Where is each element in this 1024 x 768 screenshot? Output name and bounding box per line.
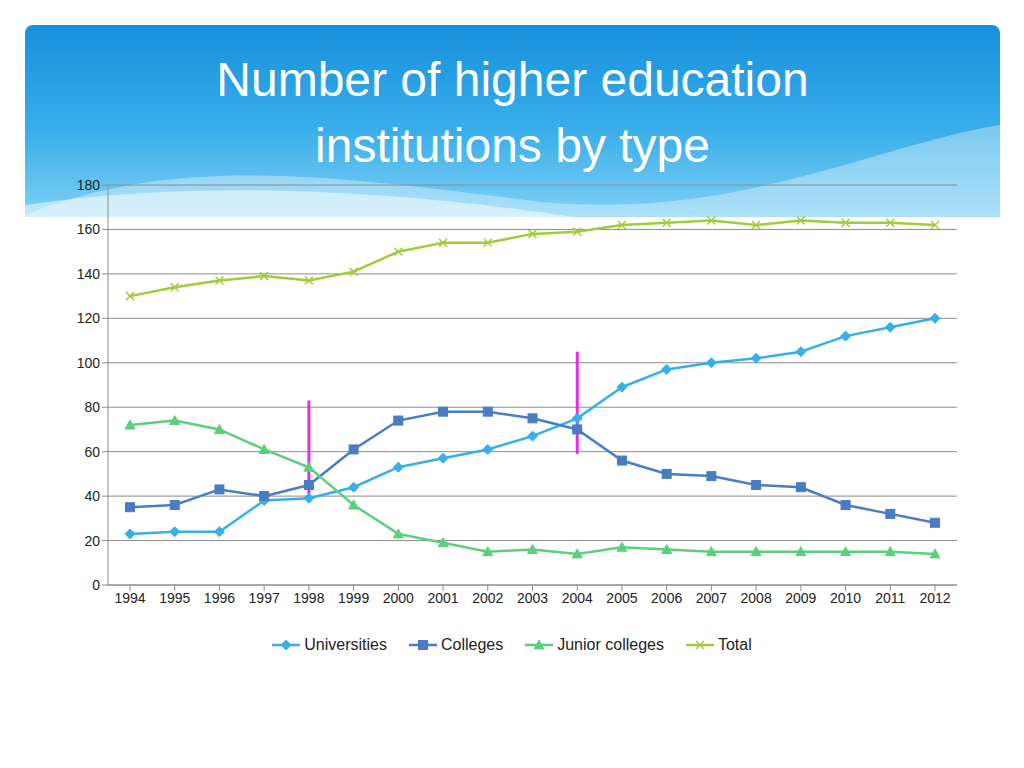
svg-text:2000: 2000 — [383, 590, 414, 606]
html-text:Junior colleges: Junior colleges — [557, 636, 664, 653]
svg-text:1996: 1996 — [204, 590, 235, 606]
svg-text:20: 20 — [84, 533, 100, 549]
svg-text:180: 180 — [77, 177, 101, 193]
svg-text:2007: 2007 — [696, 590, 727, 606]
html-text:Number of higher education ins: Number of higher education institutions … — [216, 53, 809, 172]
svg-text:120: 120 — [77, 310, 101, 326]
svg-text:1998: 1998 — [293, 590, 324, 606]
svg-text:1995: 1995 — [159, 590, 190, 606]
svg-text:80: 80 — [84, 399, 100, 415]
svg-text:160: 160 — [77, 221, 101, 237]
svg-text:2009: 2009 — [785, 590, 816, 606]
svg-text:2010: 2010 — [830, 590, 861, 606]
svg-text:0: 0 — [92, 577, 100, 593]
svg-text:140: 140 — [77, 266, 101, 282]
svg-text:2004: 2004 — [562, 590, 593, 606]
svg-text:2006: 2006 — [651, 590, 682, 606]
svg-text:2008: 2008 — [741, 590, 772, 606]
svg-text:2005: 2005 — [606, 590, 637, 606]
html-text:Total: Total — [717, 636, 752, 653]
svg-text:1997: 1997 — [249, 590, 280, 606]
svg-text:1999: 1999 — [338, 590, 369, 606]
html-text:Universities: Universities — [304, 636, 387, 653]
svg-text:2002: 2002 — [472, 590, 503, 606]
html-text:Colleges: Colleges — [440, 636, 504, 653]
svg-text:40: 40 — [84, 488, 100, 504]
svg-text:2011: 2011 — [875, 590, 905, 606]
svg-text:2012: 2012 — [919, 590, 950, 606]
svg-text:60: 60 — [84, 444, 100, 460]
svg-text:2001: 2001 — [427, 590, 458, 606]
svg-text:2003: 2003 — [517, 590, 548, 606]
svg-text:1994: 1994 — [114, 590, 145, 606]
svg-text:100: 100 — [77, 355, 101, 371]
